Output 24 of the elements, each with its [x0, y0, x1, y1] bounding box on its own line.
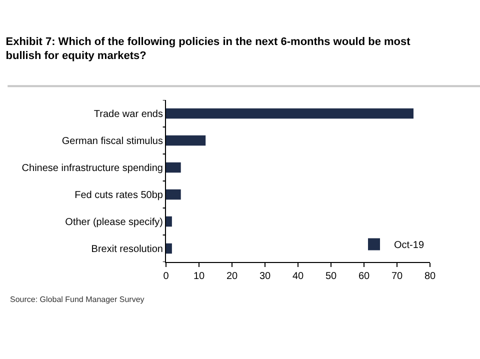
x-tick-label: 0	[163, 271, 170, 282]
x-tick-label: 20	[226, 271, 238, 282]
y-tick-label: Trade war ends	[94, 109, 163, 120]
y-tick-label: Fed cuts rates 50bp	[74, 190, 164, 201]
bar	[166, 162, 181, 173]
bar	[166, 108, 414, 119]
source-note: Source: Global Fund Manager Survey	[10, 295, 144, 304]
x-tick-label: 80	[424, 271, 436, 282]
x-tick-label: 70	[391, 271, 403, 282]
bar	[166, 216, 172, 227]
y-tick-label: Other (please specify)	[65, 217, 163, 228]
y-tick-label: Brexit resolution	[91, 244, 163, 255]
x-tick-label: 30	[259, 271, 271, 282]
bar	[166, 243, 172, 254]
legend-label: Oct-19	[394, 240, 424, 252]
y-tick-label: Chinese infrastructure spending	[22, 163, 163, 174]
y-tick-label: German fiscal stimulus	[62, 136, 163, 147]
x-tick-label: 60	[358, 271, 370, 282]
bar	[166, 135, 206, 146]
x-tick-label: 40	[292, 271, 304, 282]
x-tick-label: 50	[325, 271, 337, 282]
bar	[166, 189, 181, 200]
x-tick-label: 10	[193, 271, 205, 282]
chart-title: Exhibit 7: Which of the following policies in the next 6-months would be most bullish for equity markets?	[6, 36, 411, 62]
